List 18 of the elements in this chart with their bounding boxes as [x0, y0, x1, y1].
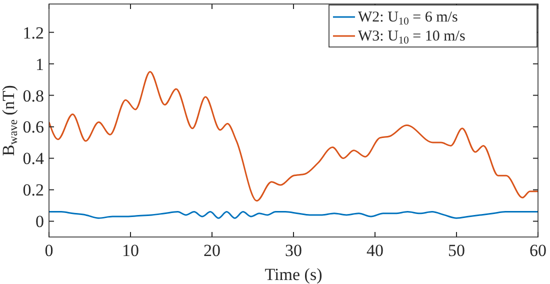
x-tick-label: 20	[204, 241, 220, 260]
y-tick-label: 1.2	[22, 23, 44, 42]
legend-label: W2: U$_{10}$ = 6 m/s	[358, 10, 458, 28]
y-tick-label: 1	[36, 54, 44, 74]
x-tick-label: 10	[122, 241, 139, 260]
y-tick-label: 0	[36, 212, 44, 232]
x-tick-label: 50	[448, 241, 465, 260]
line-series	[49, 211, 538, 219]
y-tick-label: 0.2	[22, 180, 44, 200]
y-tick-label: 0.6	[22, 118, 44, 137]
x-tick-label: 60	[530, 241, 546, 260]
x-tick-label: 40	[366, 241, 384, 260]
x-axis-title: Time (s)	[264, 265, 322, 284]
legend-label: W3: U$_{10}$ = 10 m/s	[358, 28, 466, 46]
x-tick-label: 30	[285, 241, 302, 260]
line-series	[49, 70, 538, 202]
y-tick-label: 0.4	[22, 149, 44, 168]
y-tick-label: 0.8	[22, 86, 44, 106]
